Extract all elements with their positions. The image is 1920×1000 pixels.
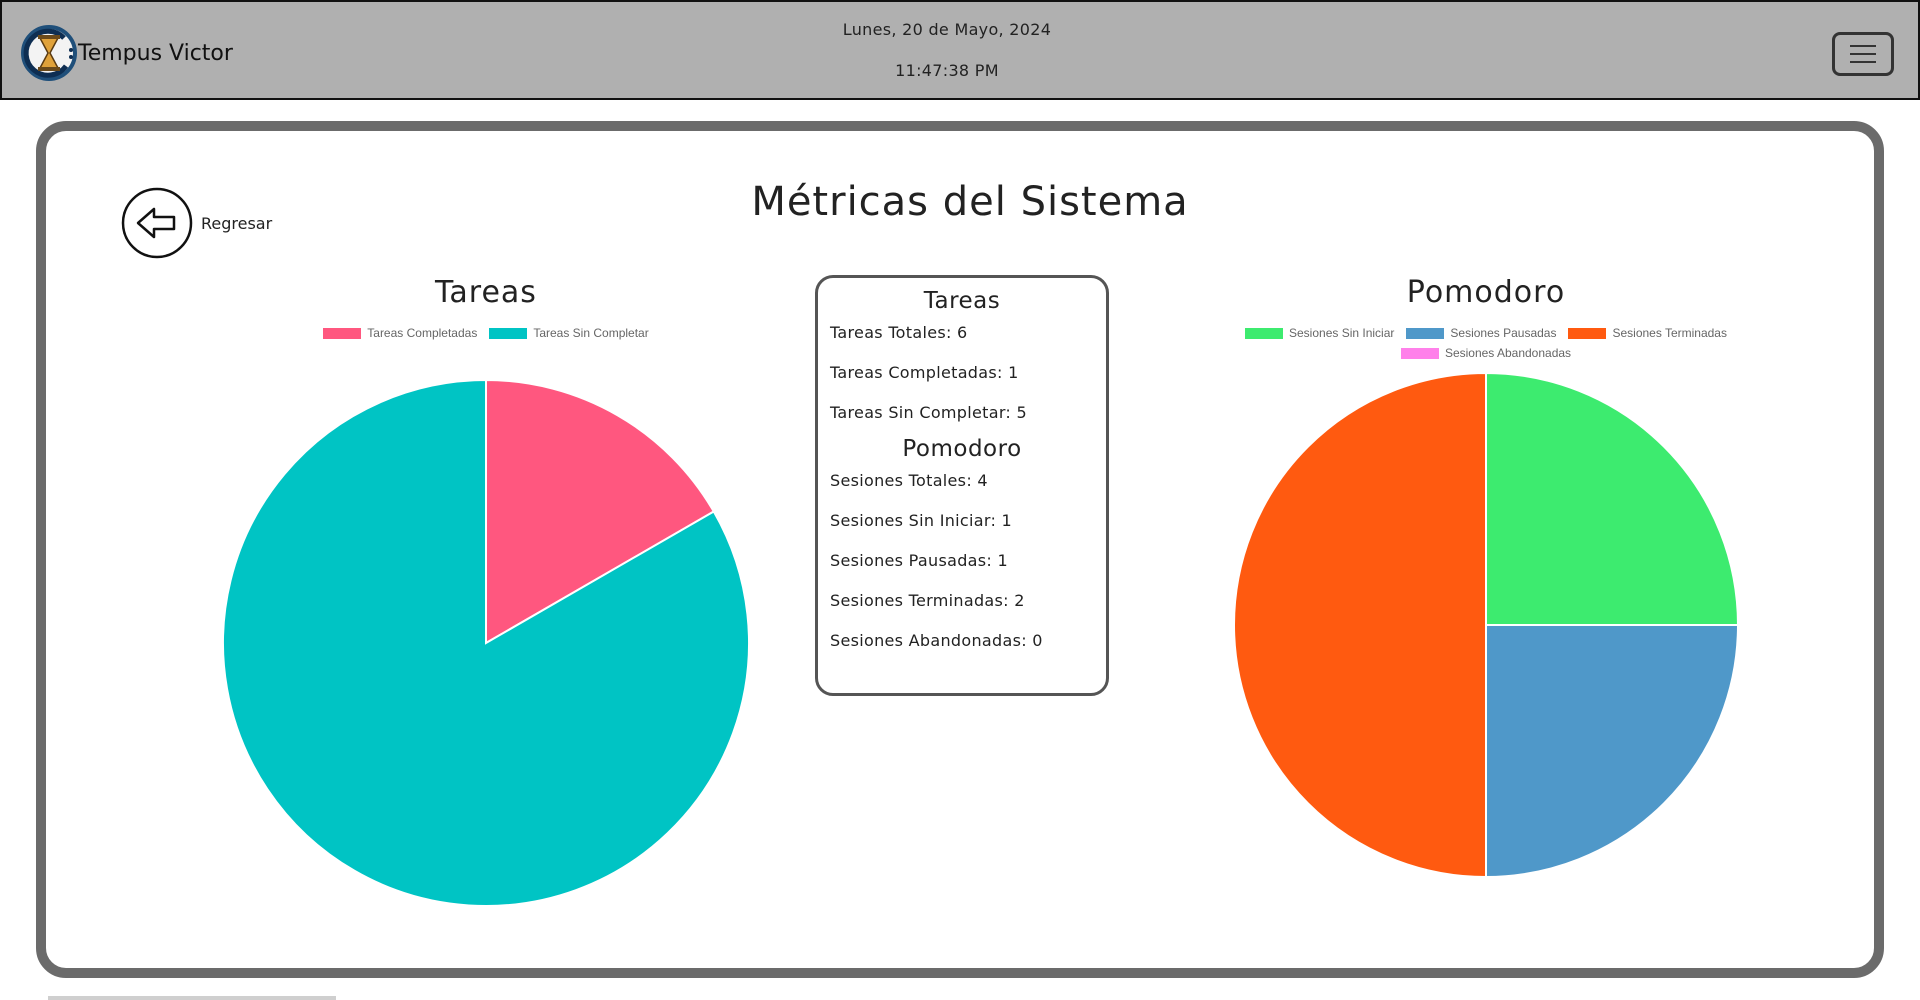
pie-slice-tareas-completadas[interactable] [485,378,716,645]
stat-tareas-completadas: Tareas Completadas: 1 [830,363,1019,382]
stat-sesiones-totales: Sesiones Totales: 4 [830,471,988,490]
stats-card: Tareas Tareas Totales: 6 Tareas Completa… [815,275,1109,696]
stat-sesiones-terminadas: Sesiones Terminadas: 2 [830,591,1025,610]
legend-item-sesiones-abandonadas[interactable]: Sesiones Abandonadas [1400,346,1572,360]
chart-title-tareas: Tareas [435,275,537,310]
pie-chart-tareas [222,378,750,907]
stat-sesiones-abandonadas: Sesiones Abandonadas: 0 [830,631,1043,650]
legend-item-sesiones-terminadas[interactable]: Sesiones Terminadas [1568,326,1727,340]
legend-label: Sesiones Terminadas [1612,326,1727,340]
legend-swatch [1568,327,1607,339]
legend-swatch [489,327,528,339]
stat-sesiones-pausadas: Sesiones Pausadas: 1 [830,551,1008,570]
stats-heading-tareas: Tareas [923,288,1001,314]
top-navbar: Tempus Victor Lunes, 20 de Mayo, 2024 11… [0,0,1920,100]
legend-label: Tareas Sin Completar [533,326,649,340]
chart-legend-tareas: Tareas Completadas Tareas Sin Completar [186,326,786,346]
back-button[interactable] [121,187,193,259]
brand-name: Tempus Victor [78,40,233,66]
stats-heading-pomodoro: Pomodoro [902,436,1022,462]
chart-title-pomodoro: Pomodoro [1406,275,1566,310]
datetime-display: Lunes, 20 de Mayo, 2024 11:47:38 PM [762,20,1132,80]
legend-item-sesiones-sin-iniciar[interactable]: Sesiones Sin Iniciar [1245,326,1394,340]
stat-sesiones-sin-iniciar: Sesiones Sin Iniciar: 1 [830,511,1013,530]
legend-label: Sesiones Abandonadas [1444,346,1572,360]
legend-label: Tareas Completadas [367,326,478,340]
current-time: 11:47:38 PM [895,61,999,80]
legend-swatch [1406,327,1445,339]
pie-slice-sesiones-pausadas[interactable] [1485,624,1740,879]
arrow-left-icon [136,207,176,239]
menu-button[interactable] [1832,32,1894,76]
stat-tareas-totales: Tareas Totales: 6 [830,323,968,342]
metrics-panel: Regresar Métricas del Sistema Tareas Tar… [36,121,1884,978]
legend-item-sesiones-pausadas[interactable]: Sesiones Pausadas [1406,326,1556,340]
pie-slice-sesiones-terminadas[interactable] [1233,371,1487,879]
pie-chart-pomodoro [1233,371,1740,879]
pie-slice-sesiones-sin-iniciar[interactable] [1485,371,1740,626]
pie-slice-tareas-sin-completar[interactable] [222,378,750,907]
page-title: Métricas del Sistema [751,179,1189,225]
legend-swatch [1400,347,1439,359]
back-label[interactable]: Regresar [201,214,273,233]
legend-label: Sesiones Pausadas [1450,326,1557,340]
legend-item-tareas-completadas[interactable]: Tareas Completadas [323,326,477,340]
hamburger-menu-icon [1850,45,1876,63]
current-date: Lunes, 20 de Mayo, 2024 [842,20,1052,39]
horizontal-scrollbar[interactable] [48,996,336,1000]
legend-swatch [323,327,362,339]
chart-legend-pomodoro: Sesiones Sin Iniciar Sesiones Pausadas Ses… [1236,326,1736,366]
stat-tareas-sin-completar: Tareas Sin Completar: 5 [830,403,1027,422]
brand[interactable]: Tempus Victor [20,24,233,82]
legend-swatch [1245,327,1283,339]
legend-label: Sesiones Sin Iniciar [1289,326,1395,340]
hourglass-logo-icon [21,25,77,81]
legend-item-tareas-sin-completar[interactable]: Tareas Sin Completar [489,326,649,340]
